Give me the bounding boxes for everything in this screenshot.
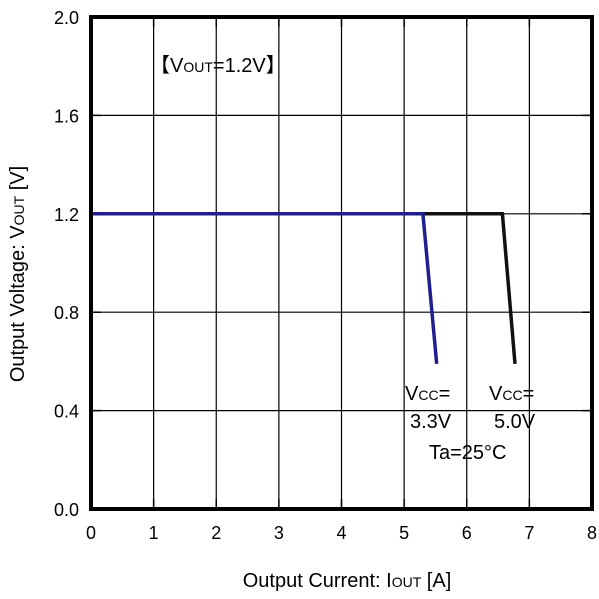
x-axis-title-sub: OUT	[392, 574, 422, 590]
vcc-33-label: VCC=	[405, 383, 450, 405]
vout-bracket-open: 【	[150, 55, 170, 77]
y-axis-title-unit: [V]	[7, 166, 29, 196]
y-tick-label: 1.2	[54, 205, 79, 225]
x-tick-label: 6	[462, 523, 472, 543]
series-line-1	[91, 212, 439, 365]
x-tick-label: 0	[86, 523, 96, 543]
grid-lines	[90, 16, 593, 510]
plot-frame	[89, 15, 594, 511]
vout-rest: =1.2V	[213, 55, 266, 77]
y-axis-title-main: Output Voltage: V	[7, 225, 29, 382]
series-lines	[91, 212, 517, 365]
x-axis-title-main: Output Current: I	[243, 570, 392, 592]
vout-sub: OUT	[183, 59, 213, 75]
x-tick-label: 3	[274, 523, 284, 543]
x-axis-title: Output Current: IOUT [A]	[243, 570, 452, 592]
vout-main: V	[170, 55, 184, 77]
x-tick-label: 5	[399, 523, 409, 543]
vout-bracket-close: 】	[266, 55, 286, 77]
y-tick-label: 0.4	[54, 402, 79, 422]
y-tick-label: 1.6	[54, 106, 79, 126]
x-tick-label: 8	[587, 523, 597, 543]
x-tick-label: 7	[524, 523, 534, 543]
y-axis-title: Output Voltage: VOUT [V]	[7, 166, 29, 382]
y-tick-label: 0.0	[54, 500, 79, 520]
vcc-33-value: 3.3V	[410, 411, 452, 433]
x-axis-title-unit: [A]	[421, 570, 451, 592]
vcc-50-main: V	[489, 383, 503, 405]
y-axis-title-sub: OUT	[11, 195, 27, 225]
vcc-50-label: VCC=	[489, 383, 534, 405]
vcc-33-main: V	[405, 383, 419, 405]
vcc-33-eq: =	[439, 383, 451, 405]
y-tick-label: 2.0	[54, 8, 79, 28]
vcc-50-eq: =	[523, 383, 535, 405]
vout-annotation: 【VOUT=1.2V】	[150, 55, 286, 77]
series-line-2	[91, 212, 517, 365]
vcc-50-value: 5.0V	[494, 411, 536, 433]
tick-labels: 0 1 2 3 4 5 6 7 8 0.0 0.4 0.8 1.2 1.6 2.0	[54, 8, 597, 543]
vcc-33-sub: CC	[418, 387, 438, 403]
x-tick-label: 2	[211, 523, 221, 543]
y-tick-label: 0.8	[54, 303, 79, 323]
x-tick-label: 1	[149, 523, 159, 543]
vcc-50-sub: CC	[502, 387, 522, 403]
ta-annotation: Ta=25°C	[429, 442, 507, 464]
x-tick-label: 4	[336, 523, 346, 543]
